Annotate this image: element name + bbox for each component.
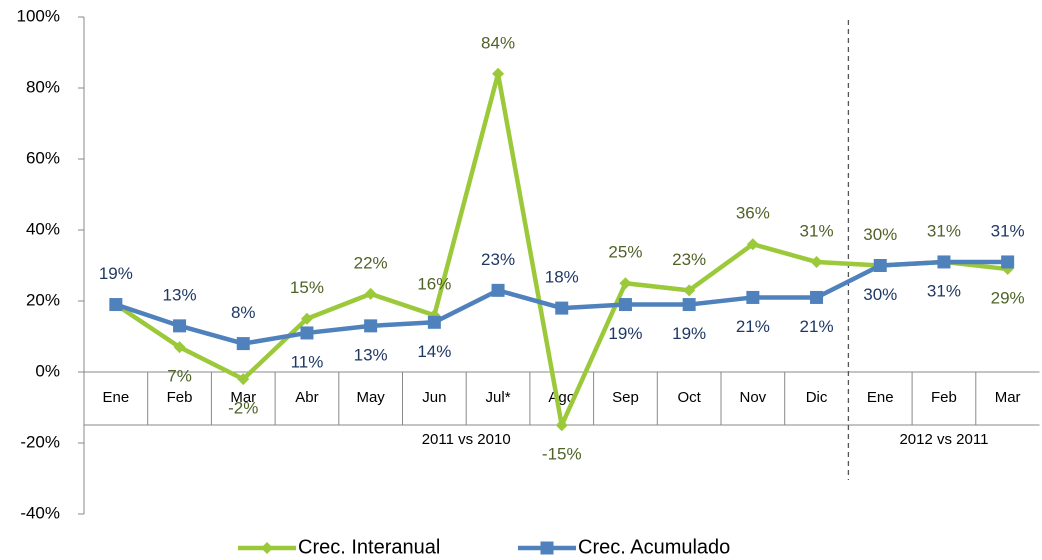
square-marker xyxy=(937,255,951,269)
x-tick-label: Jul* xyxy=(486,389,511,406)
diamond-marker xyxy=(237,373,250,386)
x-tick-label: Dic xyxy=(806,389,828,406)
data-label: 16% xyxy=(417,275,451,294)
data-label: 14% xyxy=(417,342,451,361)
legend-label: Crec. Interanual xyxy=(298,536,440,558)
x-tick-label: Feb xyxy=(931,389,957,406)
square-marker xyxy=(300,326,314,340)
x-tick-label: Ene xyxy=(102,389,129,406)
diamond-marker xyxy=(746,238,759,251)
y-tick-label: 100% xyxy=(17,6,60,25)
square-marker xyxy=(491,283,505,297)
data-label: 8% xyxy=(231,303,256,322)
data-label: 21% xyxy=(800,317,834,336)
x-tick-label: Feb xyxy=(167,389,193,406)
data-label: 15% xyxy=(290,278,324,297)
square-marker xyxy=(364,319,378,333)
data-label: 31% xyxy=(800,221,834,240)
square-marker xyxy=(236,337,250,351)
data-label: 11% xyxy=(291,352,324,371)
data-label: 31% xyxy=(991,221,1025,240)
y-tick-label: 40% xyxy=(26,219,60,238)
data-label: 22% xyxy=(354,253,388,272)
data-label: 36% xyxy=(736,204,770,223)
y-tick-label: 20% xyxy=(26,290,60,309)
x-tick-label: Ene xyxy=(867,389,894,406)
square-marker xyxy=(810,290,824,304)
diamond-marker xyxy=(492,67,505,80)
square-marker xyxy=(746,290,760,304)
diamond-marker xyxy=(683,284,696,297)
x-tick-label: Mar xyxy=(230,389,256,406)
x-tick-label: Sep xyxy=(612,389,639,406)
square-marker xyxy=(618,298,632,312)
data-label: 19% xyxy=(672,324,706,343)
data-label: 18% xyxy=(545,268,579,287)
x-tick-label: Jun xyxy=(422,389,446,406)
data-label: -15% xyxy=(542,445,582,464)
diamond-marker xyxy=(300,312,313,325)
data-label: 13% xyxy=(163,285,197,304)
square-marker xyxy=(1001,255,1015,269)
diamond-marker xyxy=(555,419,568,432)
x-tick-label: Mar xyxy=(995,389,1021,406)
square-marker xyxy=(873,259,887,272)
data-label: 23% xyxy=(481,250,515,269)
data-label: 13% xyxy=(354,345,388,364)
x-tick-label: May xyxy=(356,389,385,406)
data-label: 31% xyxy=(927,221,961,240)
series-line xyxy=(114,71,1008,428)
legend-label: Crec. Acumulado xyxy=(578,536,730,558)
diamond-marker xyxy=(619,277,632,290)
y-tick-label: 60% xyxy=(26,148,60,167)
square-marker xyxy=(682,298,696,312)
group-label: 2012 vs 2011 xyxy=(899,431,988,448)
data-label: 23% xyxy=(672,250,706,269)
data-label: 19% xyxy=(608,324,642,343)
square-marker xyxy=(109,298,123,312)
legend-marker xyxy=(540,541,554,555)
data-label: -2% xyxy=(228,399,258,418)
y-tick-label: 0% xyxy=(35,361,60,380)
square-marker xyxy=(555,301,569,315)
data-label: 25% xyxy=(608,243,642,262)
square-marker xyxy=(173,319,187,333)
diamond-marker xyxy=(173,341,186,354)
x-tick-label: Oct xyxy=(677,389,701,406)
legend-marker xyxy=(261,542,273,554)
diamond-marker xyxy=(364,287,377,300)
x-tick-label: Abr xyxy=(295,389,318,406)
data-label: 29% xyxy=(991,289,1025,308)
data-label: 7% xyxy=(167,367,192,386)
group-label: 2011 vs 2010 xyxy=(422,431,511,448)
data-label: 31% xyxy=(927,281,961,300)
data-label: 30% xyxy=(863,225,897,244)
diamond-marker xyxy=(810,255,823,268)
y-tick-label: -20% xyxy=(20,432,60,451)
data-label: 84% xyxy=(481,33,515,52)
data-label: 30% xyxy=(863,285,897,304)
x-tick-label: Nov xyxy=(740,389,767,406)
data-label: 21% xyxy=(736,317,770,336)
square-marker xyxy=(427,315,441,329)
y-tick-label: 80% xyxy=(26,77,60,96)
data-label: 19% xyxy=(99,264,133,283)
y-tick-label: -40% xyxy=(20,503,60,522)
